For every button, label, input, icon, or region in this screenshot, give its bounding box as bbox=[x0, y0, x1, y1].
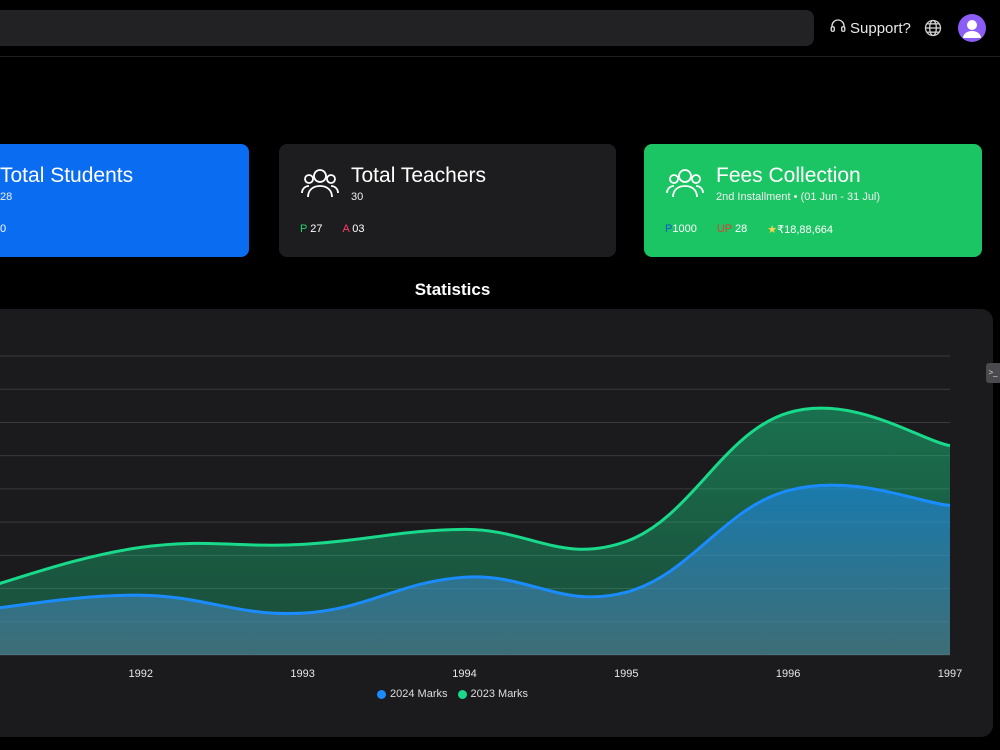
support-label: Support? bbox=[850, 19, 911, 37]
globe-icon[interactable] bbox=[923, 18, 943, 38]
legend-item-2024[interactable]: 2024 Marks bbox=[377, 688, 448, 700]
students-count: 28 bbox=[0, 191, 13, 203]
x-tick-label: 1994 bbox=[452, 668, 476, 680]
fees-collection-card[interactable]: Fees Collection 2nd Installment • (01 Ju… bbox=[644, 144, 982, 257]
statistics-chart: 1992 1993 1994 1995 1996 1997 bbox=[0, 355, 962, 680]
x-tick-label: 1996 bbox=[776, 668, 800, 680]
absent-value: 03 bbox=[352, 223, 365, 235]
absent-stat: A 03 bbox=[342, 223, 364, 235]
line-2023-marks bbox=[0, 406, 951, 585]
unpaid-label: UP bbox=[716, 223, 732, 235]
students-stats: 0 bbox=[0, 223, 6, 235]
students-title: Total Students bbox=[0, 164, 134, 187]
group-icon bbox=[665, 165, 705, 201]
x-tick-label: 1997 bbox=[938, 668, 962, 680]
paid-stat: P1000 bbox=[665, 223, 697, 236]
present-value: 27 bbox=[310, 223, 323, 235]
fees-stats: P1000 UP 28 ★₹18,88,664 bbox=[665, 223, 833, 236]
total-students-card[interactable]: Total Students 28 0 bbox=[0, 144, 249, 257]
paid-label: P bbox=[665, 223, 673, 235]
statistics-title: Statistics bbox=[414, 280, 491, 299]
group-icon bbox=[300, 165, 340, 201]
amount-stat: ★₹18,88,664 bbox=[767, 223, 833, 236]
present-stat: P 27 bbox=[300, 223, 322, 235]
user-icon bbox=[963, 20, 981, 38]
headset-icon bbox=[829, 17, 847, 39]
total-teachers-card[interactable]: Total Teachers 30 P 27 A 03 bbox=[279, 144, 616, 257]
paid-value: 1000 bbox=[672, 223, 697, 235]
students-stat-value: 0 bbox=[0, 223, 7, 235]
top-bar: Support? bbox=[0, 0, 1000, 57]
search-bar[interactable] bbox=[0, 10, 814, 46]
teachers-count: 30 bbox=[351, 191, 364, 203]
area-2024-marks bbox=[0, 485, 950, 655]
amount-value: ₹18,88,664 bbox=[777, 224, 834, 236]
terminal-tab[interactable]: >_ bbox=[986, 363, 1000, 383]
legend-dot-2023 bbox=[457, 689, 467, 699]
legend-dot-2024 bbox=[377, 689, 387, 699]
absent-label: A bbox=[342, 223, 350, 235]
x-tick-label: 1995 bbox=[614, 668, 638, 680]
legend-item-2023[interactable]: 2023 Marks bbox=[457, 688, 528, 700]
avatar[interactable] bbox=[958, 14, 986, 42]
support-link[interactable]: Support? bbox=[829, 17, 911, 39]
fees-title: Fees Collection bbox=[716, 164, 861, 187]
x-tick-label: 1993 bbox=[290, 668, 314, 680]
x-tick-label: 1992 bbox=[129, 668, 153, 680]
teachers-title: Total Teachers bbox=[351, 164, 487, 187]
line-2024-marks bbox=[0, 483, 951, 616]
teachers-stats: P 27 A 03 bbox=[300, 223, 365, 235]
statistics-chart-panel: 1992 1993 1994 1995 1996 1997 bbox=[0, 309, 993, 737]
unpaid-value: 28 bbox=[734, 223, 748, 235]
star-icon: ★ bbox=[767, 224, 778, 236]
unpaid-stat: UP 28 bbox=[717, 223, 747, 236]
chart-legend: 2024 Marks 2023 Marks bbox=[0, 688, 905, 700]
legend-label-2024: 2024 Marks bbox=[390, 688, 448, 700]
fees-subtitle: 2nd Installment • (01 Jun - 31 Jul) bbox=[716, 191, 881, 203]
legend-label-2023: 2023 Marks bbox=[470, 688, 528, 700]
present-label: P bbox=[300, 223, 308, 235]
